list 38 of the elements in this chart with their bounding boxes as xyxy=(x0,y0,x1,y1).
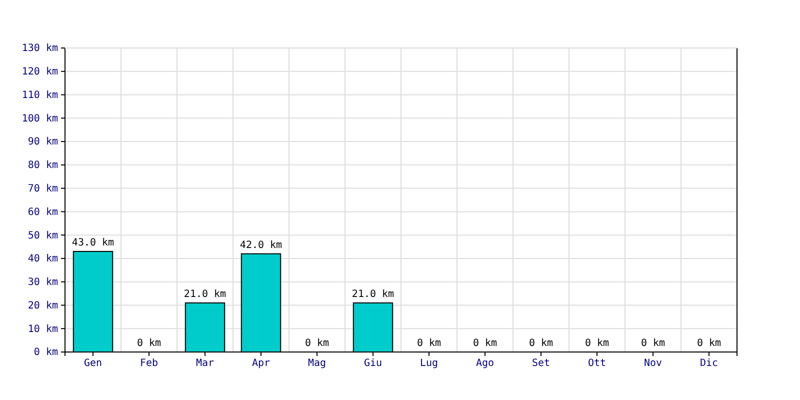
y-tick-label: 110 km xyxy=(22,90,58,101)
data-label: 21.0 km xyxy=(184,288,226,300)
y-tick-label: 60 km xyxy=(28,206,58,218)
data-label: 0 km xyxy=(136,338,162,349)
data-label: 21.0 km xyxy=(352,288,394,300)
y-tick-label: 0 km xyxy=(34,347,58,358)
y-tick-label: 20 km xyxy=(28,300,58,312)
data-label: 0 km xyxy=(696,338,722,349)
x-tick-label: Feb xyxy=(140,358,158,370)
x-tick-label: Mar xyxy=(196,358,214,370)
x-tick-label: Ago xyxy=(476,358,494,370)
y-tick-label: 70 km xyxy=(28,184,58,195)
x-tick-label: Apr xyxy=(252,358,270,370)
x-tick-label: Giu xyxy=(364,358,382,370)
x-tick-label: Mag xyxy=(308,358,326,370)
y-tick-label: 80 km xyxy=(28,160,58,172)
data-label: 0 km xyxy=(304,338,330,349)
data-label: 0 km xyxy=(640,338,666,349)
data-label: 0 km xyxy=(472,338,498,349)
y-tick-label: 50 km xyxy=(28,230,58,242)
data-label: 0 km xyxy=(584,338,610,349)
x-tick-label: Nov xyxy=(644,358,662,370)
x-tick-label: Ott xyxy=(588,358,606,370)
x-tick-label: Lug xyxy=(420,358,438,370)
y-tick-label: 10 km xyxy=(28,324,58,335)
x-tick-label: Set xyxy=(532,358,550,370)
x-tick-label: Gen xyxy=(84,358,102,370)
y-tick-label: 40 km xyxy=(28,254,58,265)
y-tick-label: 90 km xyxy=(28,136,58,148)
y-tick-label: 130 km xyxy=(22,43,58,54)
y-tick-label: 120 km xyxy=(22,66,58,78)
y-tick-label: 100 km xyxy=(22,113,58,124)
data-label: 0 km xyxy=(416,338,442,349)
x-tick-label: Dic xyxy=(700,358,718,370)
data-label: 0 km xyxy=(528,338,554,349)
data-label: 42.0 km xyxy=(240,240,282,251)
data-label: 43.0 km xyxy=(72,237,114,248)
y-tick-label: 30 km xyxy=(28,277,58,288)
